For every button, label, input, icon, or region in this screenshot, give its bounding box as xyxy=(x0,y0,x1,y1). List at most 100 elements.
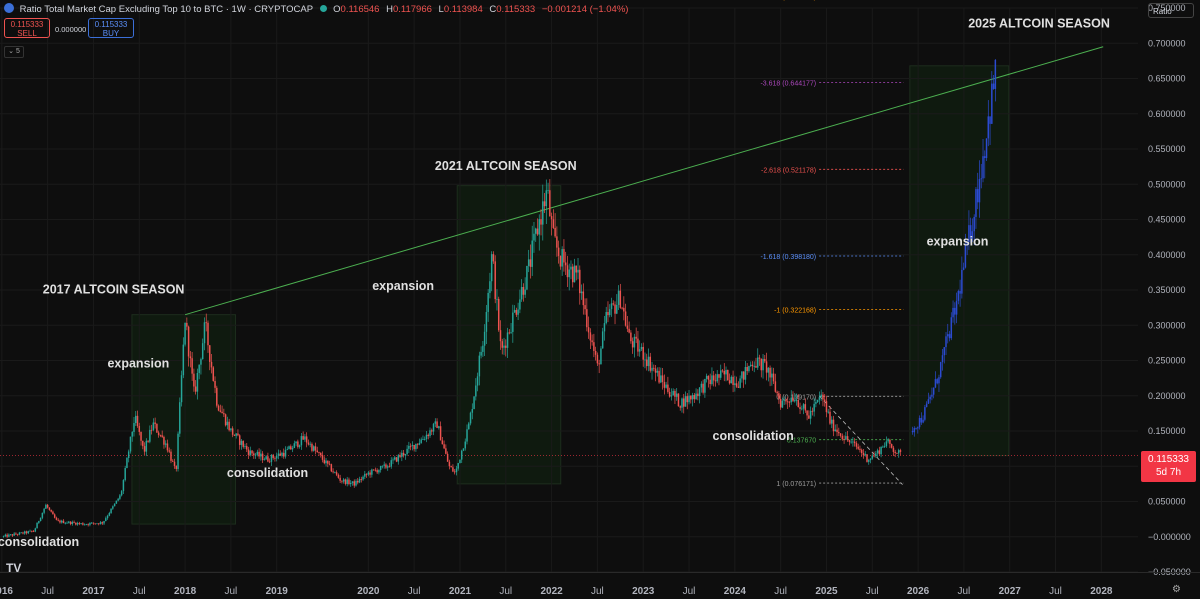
close-value: 0.115333 xyxy=(496,4,536,15)
candle xyxy=(439,426,442,441)
projection-candle xyxy=(968,225,970,243)
y-tick-label: 0.750000 xyxy=(1148,3,1186,13)
scale-mode-button[interactable]: Ratio xyxy=(1148,3,1194,18)
projection-candle xyxy=(934,379,937,388)
candle xyxy=(631,341,634,348)
candle xyxy=(755,365,757,368)
candle xyxy=(253,453,255,456)
candle xyxy=(520,286,523,300)
candle xyxy=(515,309,518,315)
candle xyxy=(108,513,111,516)
candle xyxy=(885,441,888,447)
indicators-collapse-button[interactable]: ⌄ 5 xyxy=(4,46,24,58)
candle xyxy=(161,435,163,437)
candle xyxy=(887,439,889,442)
y-tick-label: 0.300000 xyxy=(1148,320,1186,330)
x-tick-label: Jul xyxy=(133,586,146,597)
candle xyxy=(18,532,21,535)
candle xyxy=(771,373,773,378)
price-candles xyxy=(2,179,902,538)
candle xyxy=(616,304,618,314)
candle xyxy=(105,518,107,522)
candle xyxy=(2,536,5,537)
x-tick-label: Jul xyxy=(499,586,512,597)
candle xyxy=(89,523,91,525)
candle xyxy=(392,459,394,461)
candle xyxy=(198,364,200,373)
candle xyxy=(300,436,303,446)
projection-candle xyxy=(964,245,967,268)
candle xyxy=(827,411,829,413)
candle xyxy=(799,407,801,410)
projection-candle xyxy=(920,417,923,423)
candle xyxy=(223,413,225,415)
open-value: 0.116546 xyxy=(340,4,380,15)
candle xyxy=(485,311,488,332)
candle xyxy=(445,448,447,454)
candle xyxy=(889,439,891,445)
candle xyxy=(527,259,530,266)
candle xyxy=(272,454,274,458)
candle xyxy=(513,309,516,313)
x-tick-label: Jul xyxy=(866,586,879,597)
candle xyxy=(811,410,814,412)
candle xyxy=(711,375,713,385)
candle xyxy=(878,450,881,455)
buy-button[interactable]: 0.115333 BUY xyxy=(88,18,134,38)
bar-countdown: 5d 7h xyxy=(1155,467,1182,478)
candle xyxy=(672,390,674,396)
candle xyxy=(882,446,884,448)
candle xyxy=(404,453,407,456)
candle xyxy=(364,473,366,477)
candle xyxy=(838,432,840,434)
candle xyxy=(899,450,902,452)
candle xyxy=(718,374,720,378)
candle xyxy=(286,449,289,451)
candle xyxy=(549,190,551,217)
sell-button[interactable]: 0.115333 SELL xyxy=(4,18,50,38)
candle xyxy=(327,460,329,464)
candle xyxy=(705,375,708,379)
candle xyxy=(492,254,495,262)
time-axis[interactable]: 2016 Jul 2017 Jul 2018 Jul 2019 2020 Jul 2021 Jul 2… xyxy=(0,572,1200,598)
projection-candle xyxy=(927,399,930,404)
x-tick-label: 2026 xyxy=(907,586,930,597)
legend-header: Ratio Total Market Cap Excluding Top 10 … xyxy=(4,3,632,15)
candle xyxy=(642,346,644,360)
candle xyxy=(251,450,253,454)
candle xyxy=(603,323,606,332)
candle xyxy=(209,345,211,362)
trendline-layer[interactable] xyxy=(0,46,1138,485)
projection-candle xyxy=(911,431,914,433)
candle xyxy=(450,466,452,468)
candle xyxy=(739,378,741,388)
y-tick-label: 0.150000 xyxy=(1148,426,1186,436)
candle xyxy=(818,397,821,400)
settings-icon[interactable]: ⚙ xyxy=(1172,584,1181,595)
x-tick-label: 2021 xyxy=(449,586,472,597)
candle xyxy=(191,358,193,374)
candle xyxy=(529,259,532,267)
candle xyxy=(413,444,415,450)
x-tick-label: 2020 xyxy=(357,586,380,597)
candle xyxy=(880,446,882,455)
candle xyxy=(441,440,444,445)
candle xyxy=(772,373,775,382)
tradingview-logo-icon[interactable]: TV xyxy=(6,561,22,575)
x-tick-label: 2024 xyxy=(724,586,747,597)
candle xyxy=(365,473,368,475)
x-tick-label: 2027 xyxy=(999,586,1022,597)
candle xyxy=(707,375,710,380)
candle xyxy=(480,351,482,356)
projection-candle xyxy=(945,336,947,348)
candle xyxy=(892,447,895,452)
candle xyxy=(897,450,900,454)
candle xyxy=(446,453,449,462)
projection-candle xyxy=(917,427,919,429)
candle xyxy=(797,400,800,408)
low-value: 0.113984 xyxy=(443,4,483,15)
candle xyxy=(517,309,519,315)
candle xyxy=(749,364,752,366)
candle xyxy=(702,383,704,393)
